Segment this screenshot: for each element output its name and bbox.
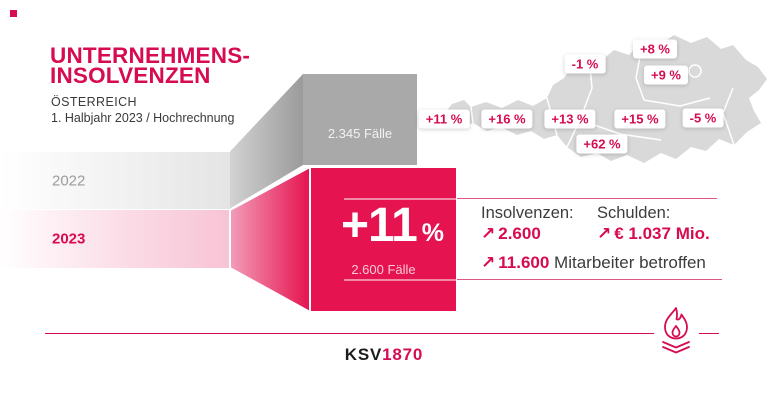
footer-divider-short — [699, 333, 719, 334]
change-row: +11 % — [341, 202, 444, 250]
cases-2022-label: 2.345 Fälle — [327, 126, 393, 141]
cases-2023-label: 2.600 Fälle — [351, 262, 416, 277]
map-label-oberoesterreich: -1 % — [564, 54, 606, 74]
employees-label: Mitarbeiter betroffen — [554, 253, 706, 272]
debts-label: Schulden: — [597, 204, 671, 222]
page-title: UNTERNEHMENS- INSOLVENZEN — [50, 43, 251, 88]
subtitle-period: 1. Halbjahr 2023 / Hochrechnung — [51, 110, 235, 125]
divider-top-over-box — [344, 198, 457, 200]
map-label-tirol: +16 % — [481, 109, 533, 129]
map-label-wien: +9 % — [644, 65, 688, 85]
map-label-burgenland: -5 % — [682, 108, 724, 128]
debts-value: ↗ € 1.037 Mio. — [597, 224, 710, 244]
ksv1870-logo: KSV1870 — [0, 345, 768, 365]
map-label-salzburg: +13 % — [544, 109, 596, 129]
trend-up-icon: ↗ — [481, 253, 496, 272]
grey-connector-shape — [230, 74, 303, 209]
divider-bottom-over-box — [344, 279, 457, 281]
grey-box-face — [303, 74, 417, 165]
debts-number: € 1.037 Mio. — [614, 224, 710, 243]
bar-2023: 2023 — [0, 210, 231, 268]
footer-divider — [45, 333, 654, 334]
title-line-2: INSOLVENZEN — [50, 63, 211, 88]
employees-number: 11.600 — [498, 253, 550, 272]
percent-sign: % — [421, 219, 444, 247]
title-line-1: UNTERNEHMENS- — [50, 43, 251, 68]
insolvencies-value: ↗ 2.600 — [481, 224, 541, 244]
map-label-vorarlberg: +11 % — [418, 109, 470, 129]
employees-row: ↗ 11.600 Mitarbeiter betroffen — [481, 253, 706, 273]
insolvencies-label: Insolvenzen: — [481, 204, 574, 222]
map-label-kaernten: +62 % — [576, 134, 628, 154]
bar-2023-label: 2023 — [52, 230, 86, 248]
trend-up-icon: ↗ — [597, 224, 612, 243]
logo-text-ksv: KSV — [344, 345, 383, 364]
pink-box-face — [309, 166, 458, 313]
change-block: +11 % 2.600 Fälle — [310, 167, 457, 312]
map-label-niederoesterreich: +8 % — [633, 39, 677, 59]
logo-text-1870: 1870 — [382, 345, 424, 364]
change-value: +11 — [340, 199, 418, 252]
bar-2022: 2022 — [0, 152, 231, 209]
brand-corner-square — [10, 10, 17, 17]
page-subtitle: ÖSTERREICH 1. Halbjahr 2023 / Hochrechnu… — [51, 95, 234, 126]
map-label-steiermark: +15 % — [614, 109, 666, 129]
divider-top — [457, 198, 717, 199]
insolvencies-number: 2.600 — [498, 224, 541, 243]
trend-up-icon: ↗ — [481, 224, 496, 243]
bar-2022-label: 2022 — [52, 172, 86, 189]
subtitle-region: ÖSTERREICH — [51, 95, 137, 109]
flame-icon — [662, 307, 690, 354]
divider-bottom — [457, 279, 722, 280]
